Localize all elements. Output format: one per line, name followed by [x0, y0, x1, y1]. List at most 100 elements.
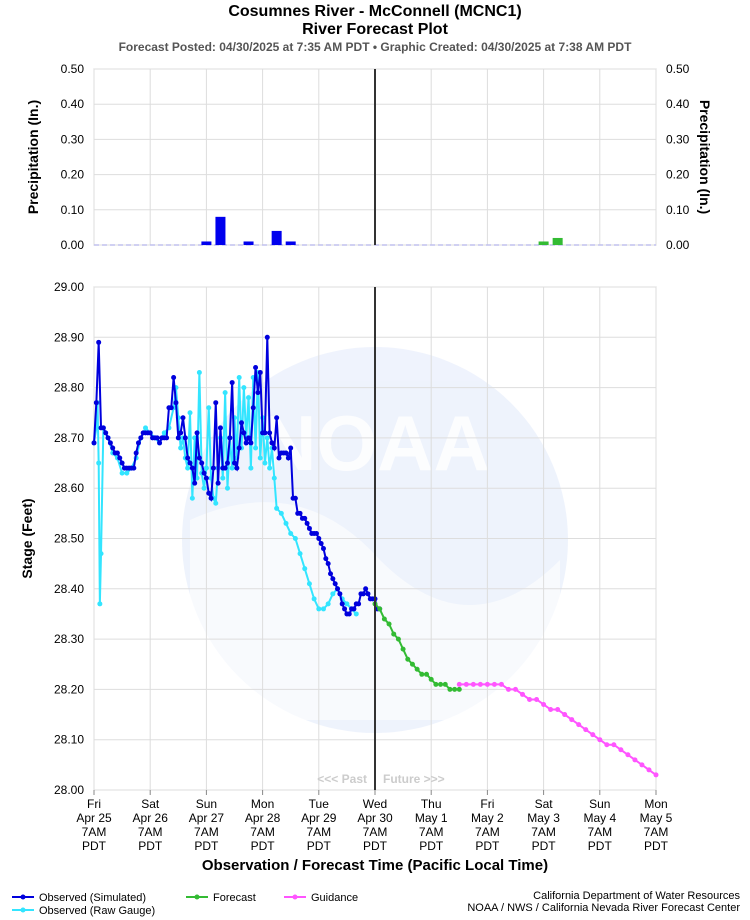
x-tick-label: Apr 29: [301, 811, 337, 825]
x-tick-label: May 5: [640, 811, 673, 825]
x-tick-label: 7AM: [419, 825, 444, 839]
stage-panel: 28.00 28.10 28.20 28.30 28.40 28.50 28.60 28.70…: [19, 280, 673, 874]
series-point-observed-raw-gauge: [143, 425, 149, 431]
precip-y-tick-left: 0.40: [61, 97, 85, 111]
x-tick-label: 7AM: [82, 825, 107, 839]
series-point-forecast: [447, 686, 453, 692]
chart-subtitle: River Forecast Plot: [302, 21, 448, 38]
series-point-observed-simulated: [246, 435, 252, 441]
series-point-guidance: [477, 681, 483, 687]
series-point-observed-simulated: [330, 576, 336, 582]
series-point-observed-raw-gauge: [353, 611, 359, 617]
precip-bar-observed: [243, 241, 254, 245]
legend: Observed (Simulated)Observed (Raw Gauge)…: [12, 892, 358, 917]
series-point-guidance: [639, 762, 645, 768]
stage-y-axis-label: Stage (Feet): [19, 498, 35, 578]
series-point-observed-simulated: [173, 400, 179, 406]
x-tick-label: May 2: [471, 811, 504, 825]
series-point-observed-raw-gauge: [325, 601, 331, 607]
series-point-guidance: [513, 686, 518, 692]
series-point-observed-simulated: [110, 445, 116, 451]
series-point-observed-simulated: [213, 400, 219, 406]
legend-swatch-dot: [20, 907, 26, 913]
series-point-observed-simulated: [119, 460, 125, 466]
series-point-guidance: [625, 752, 631, 758]
series-point-observed-simulated: [192, 480, 198, 486]
precip-y-tick-right: 0.50: [666, 62, 690, 76]
stage-y-tick: 28.00: [54, 783, 84, 797]
series-point-observed-simulated: [320, 546, 326, 552]
series-point-guidance: [484, 681, 490, 687]
stage-y-tick: 28.70: [54, 431, 84, 445]
series-point-observed-simulated: [199, 460, 205, 466]
credits: California Department of Water Resources…: [467, 890, 740, 914]
series-point-observed-raw-gauge: [267, 465, 273, 471]
series-point-observed-raw-gauge: [271, 475, 277, 481]
precip-y-tick-right: 0.10: [666, 203, 690, 217]
series-point-observed-simulated: [180, 415, 186, 421]
series-point-observed-simulated: [203, 475, 209, 481]
series-point-observed-raw-gauge: [96, 460, 102, 466]
precip-bar-observed: [201, 241, 212, 245]
series-point-observed-simulated: [253, 364, 259, 370]
series-point-observed-simulated: [316, 536, 322, 541]
series-point-observed-simulated: [264, 334, 270, 340]
series-point-observed-simulated: [339, 601, 345, 607]
series-point-observed-raw-gauge: [264, 435, 270, 441]
series-point-observed-raw-gauge: [161, 430, 167, 436]
series-point-forecast: [391, 631, 397, 637]
series-point-observed-raw-gauge: [246, 395, 252, 401]
series-point-observed-simulated: [189, 465, 195, 471]
series-point-observed-simulated: [262, 430, 268, 436]
x-tick-label: PDT: [138, 839, 163, 853]
series-point-guidance: [604, 742, 610, 748]
credit-line-1: California Department of Water Resources: [533, 890, 740, 902]
series-point-observed-simulated: [196, 455, 202, 461]
series-point-observed-raw-gauge: [124, 470, 130, 476]
x-tick-label: 7AM: [587, 825, 612, 839]
series-point-observed-simulated: [276, 455, 282, 461]
series-point-observed-raw-gauge: [278, 510, 284, 516]
series-point-observed-raw-gauge: [213, 500, 219, 506]
x-tick-label: Sat: [535, 797, 554, 811]
series-point-observed-raw-gauge: [344, 601, 350, 607]
x-tick-label: May 1: [415, 811, 448, 825]
legend-label: Guidance: [311, 892, 358, 904]
x-tick-label: May 3: [527, 811, 560, 825]
series-point-forecast: [381, 616, 387, 622]
series-point-guidance: [470, 681, 476, 687]
series-point-observed-simulated: [257, 370, 263, 376]
series-point-observed-simulated: [236, 445, 242, 451]
series-point-observed-raw-gauge: [189, 495, 195, 501]
x-tick-label: Apr 27: [189, 811, 225, 825]
x-tick-label: Apr 28: [245, 811, 281, 825]
precip-bar-forecast: [552, 237, 563, 245]
series-point-guidance: [653, 772, 659, 778]
series-point-observed-simulated: [267, 430, 273, 436]
series-point-observed-simulated: [117, 455, 123, 461]
series-point-observed-simulated: [147, 430, 153, 436]
series-point-observed-simulated: [114, 450, 120, 456]
series-point-guidance: [463, 681, 469, 687]
series-point-observed-simulated: [135, 440, 141, 446]
series-point-observed-raw-gauge: [297, 551, 303, 557]
series-point-observed-simulated: [178, 430, 184, 436]
series-point-observed-simulated: [318, 541, 324, 547]
x-tick-label: PDT: [588, 839, 613, 853]
series-point-observed-simulated: [217, 425, 223, 431]
series-point-observed-simulated: [351, 606, 357, 612]
x-tick-label: PDT: [644, 839, 669, 853]
x-tick-label: Apr 25: [76, 811, 112, 825]
series-point-guidance: [520, 691, 526, 697]
posted-time: Forecast Posted: 04/30/2025 at 7:35 AM P…: [118, 40, 632, 54]
series-point-observed-raw-gauge: [224, 485, 230, 491]
x-tick-label: 7AM: [531, 825, 556, 839]
series-point-observed-simulated: [100, 425, 106, 431]
series-point-observed-simulated: [285, 455, 291, 461]
x-tick-label: Sun: [589, 797, 610, 811]
series-point-forecast: [452, 686, 458, 692]
series-point-observed-raw-gauge: [220, 475, 226, 481]
series-point-observed-raw-gauge: [201, 485, 207, 491]
x-tick-label: PDT: [251, 839, 276, 853]
series-point-forecast: [438, 681, 444, 687]
